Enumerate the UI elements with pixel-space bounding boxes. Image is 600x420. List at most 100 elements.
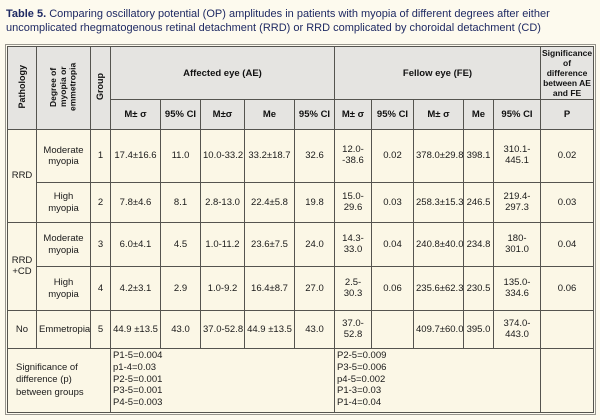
header-group: Group <box>90 45 111 131</box>
table-frame: Pathology Degree of myopia or emmetropia… <box>5 44 597 416</box>
cell-fe-m-sigma-2: 240.8±40.0 <box>413 222 464 268</box>
header-fe-ci-1: 95% CI <box>371 99 414 131</box>
cell-fe-me: 398.1 <box>463 129 494 184</box>
header-ae-ci-1: 95% CI <box>160 99 201 131</box>
cell-pathology-no: No <box>7 310 37 350</box>
cell-degree: Moderate myopia <box>36 129 91 184</box>
header-fe-ci-2: 95% CI <box>492 99 542 131</box>
op-amplitudes-table: Pathology Degree of myopia or emmetropia… <box>7 45 595 414</box>
cell-ae-me: 23.6±7.5 <box>244 222 295 268</box>
header-degree-label: Degree of myopia or emmetropia <box>47 62 78 111</box>
table-row: High myopia 2 7.8±4.6 8.1 2.8-13.0 22.4±… <box>8 182 595 224</box>
header-fe-m-sigma-1: M± σ <box>334 99 372 131</box>
cell-ae-me: 33.2±18.7 <box>244 129 295 184</box>
header-row-groups: Pathology Degree of myopia or emmetropia… <box>7 45 595 131</box>
table-caption-text: Comparing oscillatory potential (OP) amp… <box>6 8 550 34</box>
cell-fe-ci-1 <box>371 310 414 350</box>
cell-group: 1 <box>90 129 111 184</box>
header-fe-me: Me <box>463 99 494 131</box>
table-row: RRD Moderate myopia 1 17.4±16.6 11.0 10.… <box>7 129 595 224</box>
header-ae-m-sigma-2: M±σ <box>200 99 245 131</box>
header-fe-m-sigma-2: M± σ <box>413 99 464 131</box>
header-ae-me: Me <box>244 99 295 131</box>
cell-fe-m-sigma-1: 12.0--38.6 <box>334 129 372 184</box>
header-pathology-label: Pathology <box>16 64 27 109</box>
header-degree: Degree of myopia or emmetropia <box>36 45 91 131</box>
cell-fe-m-sigma-2: 235.6±62.3 <box>413 266 464 312</box>
cell-fe-m-sigma-1: 37.0-52.8 <box>334 310 372 350</box>
cell-ae-me: 16.4±8.7 <box>244 266 295 312</box>
header-fellow-eye: Fellow eye (FE) <box>333 45 542 101</box>
cell-fe-ci-2: 374.0-443.0 <box>492 310 542 350</box>
cell-pathology-rrd-cd: RRD +CD <box>7 222 37 312</box>
header-group-label: Group <box>95 73 106 101</box>
cell-ae-ci-1: 2.9 <box>160 266 201 312</box>
cell-fe-me: 230.5 <box>463 266 494 312</box>
cell-fe-ci-2: 219.4-297.3 <box>492 182 542 224</box>
cell-ae-ci-2: 27.0 <box>294 266 335 312</box>
cell-p: 0.04 <box>540 222 595 268</box>
table-row: RRD +CD Moderate myopia 3 6.0±4.1 4.5 1.… <box>7 222 595 312</box>
table-caption-number: Table 5. <box>6 8 47 20</box>
table-row: High myopia 4 4.2±3.1 2.9 1.0-9.2 16.4±8… <box>8 266 595 312</box>
cell-ae-ci-1: 4.5 <box>160 222 201 268</box>
cell-fe-ci-2: 180-301.0 <box>492 222 542 268</box>
cell-p: 0.06 <box>540 266 595 312</box>
cell-fe-me: 246.5 <box>463 182 494 224</box>
cell-fe-m-sigma-1: 2.5-30.3 <box>334 266 372 312</box>
cell-fe-me: 234.8 <box>463 222 494 268</box>
cell-p: 0.03 <box>540 182 595 224</box>
header-ae-ci-2: 95% CI <box>294 99 335 131</box>
cell-ae-ci-2: 24.0 <box>294 222 335 268</box>
table-row: No Emmetropia 5 44.9 ±13.5 43.0 37.0-52.… <box>7 310 595 350</box>
cell-fe-m-sigma-1: 15.0-29.6 <box>334 182 372 224</box>
cell-ae-m-sigma-2: 2.8-13.0 <box>200 182 245 224</box>
footer-fe-significance: P2-5=0.009 P3-5=0.006 p4-5=0.002 P1-3=0.… <box>333 348 542 414</box>
header-pathology: Pathology <box>7 45 37 131</box>
cell-ae-m-sigma-2: 10.0-33.2 <box>200 129 245 184</box>
cell-group: 2 <box>90 182 111 224</box>
cell-ae-m-sigma-2: 37.0-52.8 <box>200 310 245 350</box>
cell-fe-ci-1: 0.03 <box>371 182 414 224</box>
cell-ae-ci-2: 19.8 <box>294 182 335 224</box>
cell-degree: Emmetropia <box>36 310 91 350</box>
cell-ae-m-sigma-1: 44.9 ±13.5 <box>110 310 161 350</box>
footer-ae-significance: P1-5=0.004 p1-4=0.03 P2-5=0.001 P3-5=0.0… <box>110 348 335 414</box>
footer-label: Significance of difference (p) between g… <box>7 348 111 414</box>
cell-fe-ci-1: 0.06 <box>371 266 414 312</box>
header-p: P <box>540 99 595 131</box>
table-caption: Table 5. Comparing oscillatory potential… <box>6 7 594 35</box>
cell-ae-m-sigma-2: 1.0-11.2 <box>200 222 245 268</box>
cell-fe-m-sigma-2: 409.7±60.0 <box>413 310 464 350</box>
cell-ae-me: 22.4±5.8 <box>244 182 295 224</box>
cell-ae-ci-2: 43.0 <box>294 310 335 350</box>
cell-p <box>540 310 595 350</box>
cell-ae-ci-2: 32.6 <box>294 129 335 184</box>
cell-fe-me: 395.0 <box>463 310 494 350</box>
header-ae-m-sigma-1: M± σ <box>110 99 161 131</box>
cell-pathology-rrd: RRD <box>7 129 37 224</box>
cell-fe-ci-2: 135.0-334.6 <box>492 266 542 312</box>
header-affected-eye: Affected eye (AE) <box>110 45 335 101</box>
cell-degree: Moderate myopia <box>36 222 91 268</box>
cell-ae-ci-1: 11.0 <box>160 129 201 184</box>
cell-ae-m-sigma-1: 6.0±4.1 <box>110 222 161 268</box>
cell-degree: High myopia <box>36 266 91 312</box>
cell-ae-m-sigma-2: 1.0-9.2 <box>200 266 245 312</box>
cell-ae-m-sigma-1: 17.4±16.6 <box>110 129 161 184</box>
cell-degree: High myopia <box>36 182 91 224</box>
cell-fe-ci-2: 310.1-445.1 <box>492 129 542 184</box>
footer-p <box>540 348 595 414</box>
cell-ae-m-sigma-1: 4.2±3.1 <box>110 266 161 312</box>
cell-fe-m-sigma-2: 378.0±29.8 <box>413 129 464 184</box>
cell-fe-ci-1: 0.04 <box>371 222 414 268</box>
cell-group: 5 <box>90 310 111 350</box>
cell-ae-ci-1: 43.0 <box>160 310 201 350</box>
cell-ae-ci-1: 8.1 <box>160 182 201 224</box>
cell-ae-m-sigma-1: 7.8±4.6 <box>110 182 161 224</box>
cell-group: 3 <box>90 222 111 268</box>
cell-fe-ci-1: 0.02 <box>371 129 414 184</box>
cell-p: 0.02 <box>540 129 595 184</box>
footer-row: Significance of difference (p) between g… <box>7 348 595 414</box>
cell-fe-m-sigma-2: 258.3±15.3 <box>413 182 464 224</box>
